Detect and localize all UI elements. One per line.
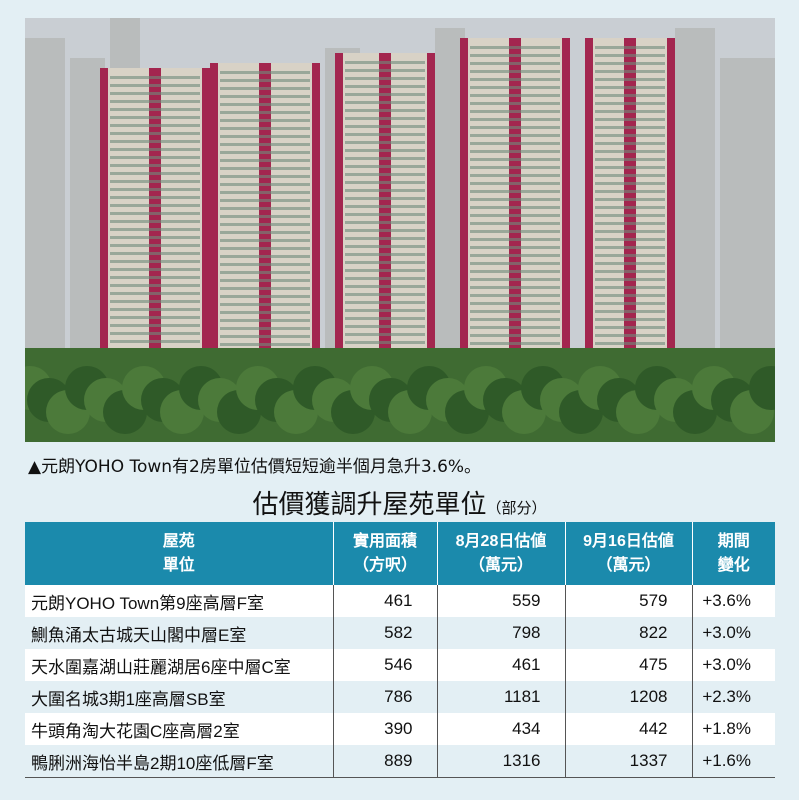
cell-sep16: 1337 — [564, 745, 692, 778]
cell-sep16: 442 — [564, 713, 692, 745]
cell-sep16: 579 — [564, 585, 692, 617]
cell-area: 390 — [332, 713, 437, 745]
cell-aug28: 1316 — [436, 745, 565, 778]
table-header-row: 屋苑單位 實用面積 （方呎） 8月28日估値 （萬元） 9月16日估値 （萬元） 期間… — [25, 522, 775, 585]
table-row: 大圍名城3期1座高層SB室 786 1181 1208 +2.3% — [25, 681, 775, 713]
cell-change: +2.3% — [691, 681, 775, 713]
table-row: 元朗YOHO Town第9座高層F室 461 559 579 +3.6% — [25, 585, 775, 617]
residential-tower — [585, 38, 675, 378]
residential-tower — [460, 38, 570, 378]
header-aug28: 8月28日估値 （萬元） — [436, 522, 565, 585]
cell-estate: 天水圍嘉湖山莊麗湖居6座中層C室 — [25, 649, 333, 681]
table-row: 天水圍嘉湖山莊麗湖居6座中層C室 546 461 475 +3.0% — [25, 649, 775, 681]
header-line: 9月16日估値 — [583, 532, 674, 550]
header-estate: 屋苑 單位 — [25, 522, 333, 585]
header-line: （萬元） — [468, 556, 533, 574]
cell-change: +3.0% — [691, 617, 775, 649]
cell-sep16: 822 — [564, 617, 692, 649]
cell-estate: 牛頭角淘大花園C座高層2室 — [25, 713, 333, 745]
cell-change: +1.8% — [691, 713, 775, 745]
cell-estate: 鴨脷洲海怡半島2期10座低層F室 — [25, 745, 333, 778]
cell-sep16: 1208 — [564, 681, 692, 713]
header-line: （方呎） — [352, 556, 417, 574]
table-title-main: 估價獲調升屋苑單位 — [252, 490, 487, 520]
table-title: 估價獲調升屋苑單位（部分） — [0, 484, 799, 521]
table-row: 鴨脷洲海怡半島2期10座低層F室 889 1316 1337 +1.6% — [25, 745, 775, 778]
valuation-table: 屋苑單位 實用面積 （方呎） 8月28日估値 （萬元） 9月16日估値 （萬元） 期間… — [25, 522, 775, 778]
cell-aug28: 798 — [436, 617, 565, 649]
cell-area: 889 — [332, 745, 437, 778]
header-line: （萬元） — [596, 556, 661, 574]
cell-sep16: 475 — [564, 649, 692, 681]
cell-change: +3.0% — [691, 649, 775, 681]
cell-estate: 元朗YOHO Town第9座高層F室 — [25, 585, 333, 617]
header-area: 實用面積 （方呎） — [332, 522, 437, 585]
cell-aug28: 434 — [436, 713, 565, 745]
cell-aug28: 1181 — [436, 681, 565, 713]
cell-area: 786 — [332, 681, 437, 713]
cell-area: 461 — [332, 585, 437, 617]
header-line: 變化 — [717, 556, 750, 574]
table-row: 鰂魚涌太古城天山閣中層E室 582 798 822 +3.0% — [25, 617, 775, 649]
cell-change: +3.6% — [691, 585, 775, 617]
header-line: 單位 — [162, 556, 195, 574]
cell-aug28: 559 — [436, 585, 565, 617]
residential-tower — [335, 53, 435, 393]
cell-aug28: 461 — [436, 649, 565, 681]
cell-estate: 大圍名城3期1座高層SB室 — [25, 681, 333, 713]
photo-caption: ▲元朗YOHO Town有2房單位估價短短逾半個月急升3.6%。 — [28, 457, 482, 477]
table-title-note: （部分） — [486, 499, 547, 517]
header-line: 期間 — [717, 532, 750, 550]
header-line: 屋苑 — [162, 532, 195, 550]
header-sep16: 9月16日估値 （萬元） — [564, 522, 692, 585]
housing-estate-photo — [25, 18, 775, 442]
cell-change: +1.6% — [691, 745, 775, 778]
cell-area: 582 — [332, 617, 437, 649]
header-line: 8月28日估値 — [455, 532, 547, 550]
cell-estate: 鰂魚涌太古城天山閣中層E室 — [25, 617, 333, 649]
header-change: 期間 變化 — [691, 522, 775, 585]
header-line: 實用面積 — [352, 532, 417, 550]
tree — [749, 366, 775, 410]
table-row: 牛頭角淘大花園C座高層2室 390 434 442 +1.8% — [25, 713, 775, 745]
cell-area: 546 — [332, 649, 437, 681]
